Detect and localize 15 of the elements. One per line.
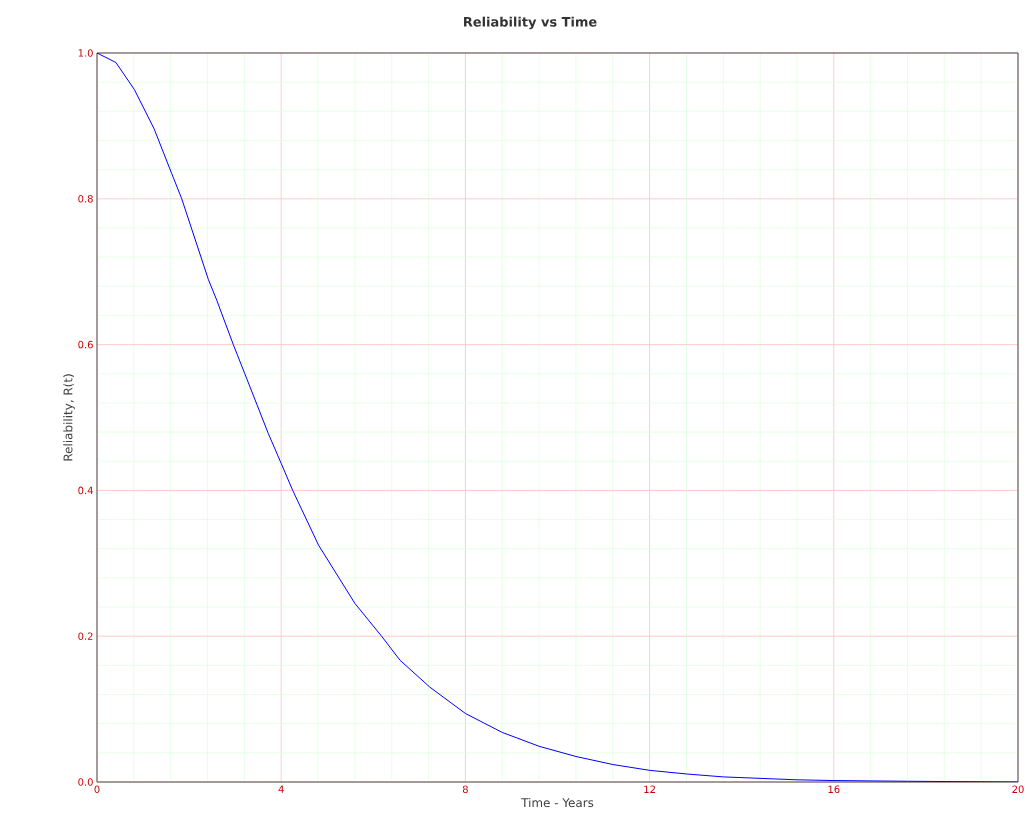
x-tick-label: 12: [644, 785, 655, 793]
y-tick-label: 0.2: [78, 632, 93, 640]
y-tick-label: 0.4: [78, 486, 93, 495]
x-tick-label: 16: [828, 785, 840, 794]
y-tick-label: 0.0: [78, 778, 93, 786]
y-tick-label: 0.8: [78, 195, 93, 203]
y-tick-label: 1.0: [78, 49, 93, 57]
x-axis-title: Time - Years: [521, 797, 594, 808]
x-tick-label: 4: [278, 785, 284, 793]
y-tick-label: 0.6: [78, 340, 93, 349]
y-axis-title: Reliability, R(t): [63, 374, 75, 461]
x-tick-label: 0: [94, 785, 100, 794]
x-tick-label: 8: [462, 785, 468, 794]
chart-title: Reliability vs Time: [464, 16, 597, 30]
x-tick-label: 20: [1012, 785, 1024, 794]
